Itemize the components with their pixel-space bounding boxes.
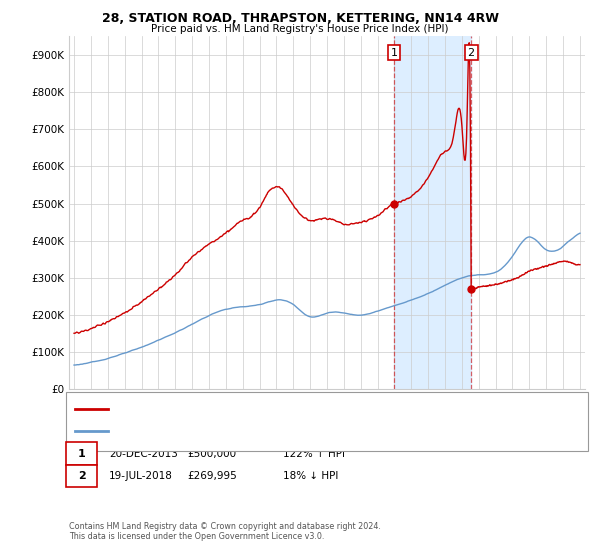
Text: 20-DEC-2013: 20-DEC-2013 bbox=[109, 449, 178, 459]
Text: 18% ↓ HPI: 18% ↓ HPI bbox=[283, 471, 338, 481]
Text: 2: 2 bbox=[467, 48, 475, 58]
Text: 1: 1 bbox=[391, 48, 397, 58]
Text: HPI: Average price, detached house, North Northamptonshire: HPI: Average price, detached house, Nort… bbox=[114, 427, 379, 436]
Text: 122% ↑ HPI: 122% ↑ HPI bbox=[283, 449, 345, 459]
Text: £500,000: £500,000 bbox=[187, 449, 236, 459]
Text: Contains HM Land Registry data © Crown copyright and database right 2024.
This d: Contains HM Land Registry data © Crown c… bbox=[69, 522, 381, 542]
Text: £269,995: £269,995 bbox=[187, 471, 237, 481]
Text: 28, STATION ROAD, THRAPSTON, KETTERING, NN14 4RW (detached house): 28, STATION ROAD, THRAPSTON, KETTERING, … bbox=[114, 404, 437, 413]
Text: 2: 2 bbox=[78, 471, 85, 481]
Text: 28, STATION ROAD, THRAPSTON, KETTERING, NN14 4RW: 28, STATION ROAD, THRAPSTON, KETTERING, … bbox=[101, 12, 499, 25]
Text: 19-JUL-2018: 19-JUL-2018 bbox=[109, 471, 173, 481]
Bar bbox=[394, 36, 471, 389]
Text: Price paid vs. HM Land Registry's House Price Index (HPI): Price paid vs. HM Land Registry's House … bbox=[151, 24, 449, 34]
Text: 1: 1 bbox=[78, 449, 85, 459]
